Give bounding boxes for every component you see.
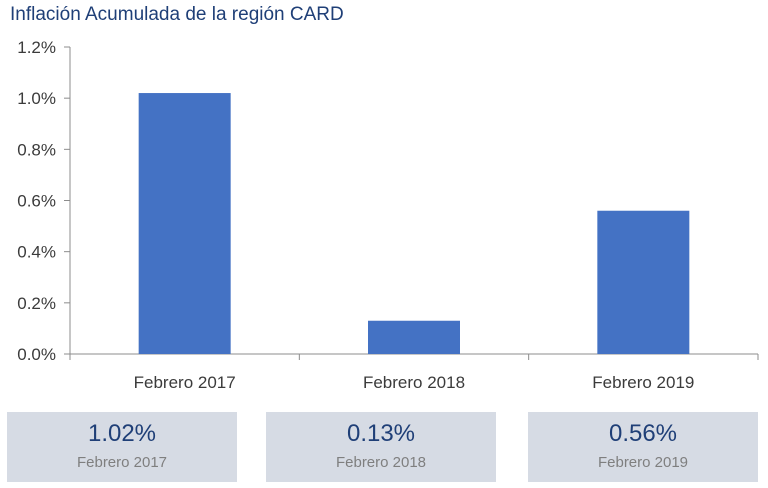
summary-card-value: 0.56%	[608, 420, 678, 447]
x-tick-label: Febrero 2017	[134, 373, 236, 392]
summary-card-label: Febrero 2017	[76, 454, 168, 471]
summary-card-2018: 0.13% Febrero 2018	[266, 412, 496, 482]
x-axis: Febrero 2017 Febrero 2018 Febrero 2019	[69, 353, 759, 392]
summary-card-value: 0.13%	[346, 420, 416, 447]
y-tick-label: 1.2%	[17, 38, 56, 57]
x-tick-label: Febrero 2018	[363, 373, 465, 392]
bar-febrero-2017	[138, 93, 231, 355]
y-axis: 0.0% 0.2% 0.4% 0.6% 0.8% 1.0% 1.2%	[17, 38, 71, 364]
summary-card-2017: 1.02% Febrero 2017	[7, 412, 237, 482]
bars	[138, 93, 690, 355]
summary-card-label: Febrero 2019	[597, 454, 689, 471]
y-tick-label: 0.8%	[17, 140, 56, 159]
summary-card-value: 1.02%	[87, 420, 157, 447]
y-tick-label: 0.4%	[17, 243, 56, 262]
x-tick-label: Febrero 2019	[592, 373, 694, 392]
y-tick-label: 0.6%	[17, 192, 56, 211]
summary-card-label: Febrero 2018	[335, 454, 427, 471]
bar-febrero-2019	[597, 210, 690, 354]
summary-cards: 1.02% Febrero 2017 0.13% Febrero 2018 0.…	[0, 412, 768, 482]
summary-card-2019: 0.56% Febrero 2019	[528, 412, 758, 482]
y-tick-label: 0.2%	[17, 294, 56, 313]
y-tick-label: 0.0%	[17, 345, 56, 364]
chart-title: Inflación Acumulada de la región CARD	[10, 4, 344, 25]
bar-febrero-2018	[368, 320, 460, 354]
bar-chart: 0.0% 0.2% 0.4% 0.6% 0.8% 1.0% 1.2% Febrero 201…	[17, 38, 759, 392]
y-tick-label: 1.0%	[17, 89, 56, 108]
